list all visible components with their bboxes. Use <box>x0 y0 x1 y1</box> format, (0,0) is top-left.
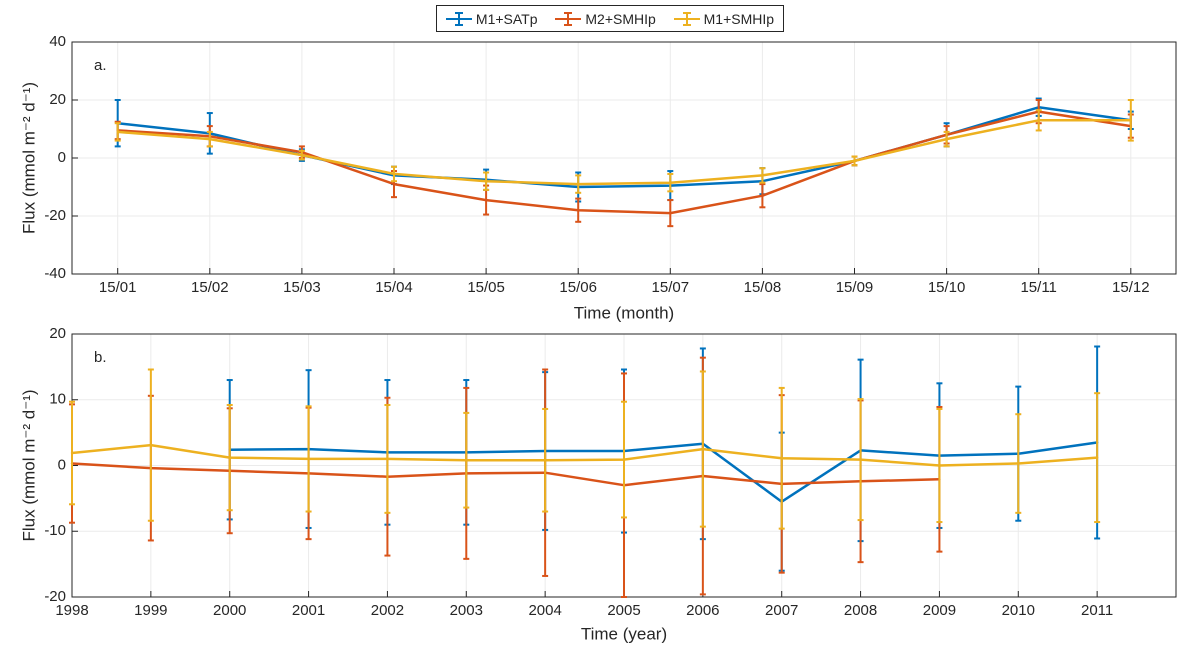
data-point <box>70 451 74 455</box>
y-axis-label: Flux (mmol m⁻² d⁻¹) <box>19 389 38 541</box>
data-point <box>149 443 153 447</box>
x-tick-label: 1998 <box>55 602 88 619</box>
legend-swatch-m1-satp <box>445 11 472 27</box>
x-tick-label: 2009 <box>923 602 956 619</box>
data-point <box>1037 119 1040 122</box>
legend-swatch-m1-smhip <box>673 11 700 27</box>
x-tick-label: 15/08 <box>744 279 782 296</box>
x-tick-label: 2003 <box>450 602 483 619</box>
data-point <box>543 459 547 462</box>
legend: M1+SATp M2+SMHIp M1+SMHIp <box>436 5 784 32</box>
x-tick-label: 2007 <box>765 602 798 619</box>
y-tick-label: -20 <box>44 207 66 224</box>
series-m1-smhip <box>69 368 1101 530</box>
data-point <box>577 182 580 186</box>
legend-label: M1+SATp <box>475 10 538 27</box>
y-axis-label: Flux (mmol m⁻² d⁻¹) <box>19 82 38 234</box>
data-point <box>761 194 764 197</box>
data-point <box>945 137 948 141</box>
y-tick-label: 40 <box>49 33 66 50</box>
series-m2-smhip <box>69 356 943 598</box>
x-tick-label: 15/12 <box>1112 279 1150 296</box>
data-point <box>853 159 856 163</box>
panel-label: b. <box>94 349 107 366</box>
series-line <box>71 443 1098 467</box>
x-tick-label: 15/05 <box>467 279 505 296</box>
data-point <box>1017 462 1020 465</box>
x-tick-label: 1999 <box>134 602 167 619</box>
series-m1-smhip <box>114 99 1134 194</box>
data-point <box>669 181 672 184</box>
x-tick-label: 2005 <box>607 602 640 619</box>
data-point <box>116 130 119 134</box>
data-point <box>1129 119 1133 122</box>
data-point <box>392 172 396 176</box>
panel-a: -40 -20 0 20 40 15/01 15/02 15/03 15/04 15/05 15/0… <box>19 33 1177 322</box>
x-tick-label: 15/06 <box>559 279 597 296</box>
data-point <box>701 447 705 451</box>
y-tick-label: -40 <box>44 265 66 282</box>
legend-label: M1+SMHIp <box>703 10 775 27</box>
x-tick-label: 15/07 <box>652 279 690 296</box>
data-point <box>392 182 396 186</box>
x-tick-label: 15/01 <box>99 279 137 296</box>
panel-b: -20 -10 0 10 20 1998 1999 2000 2001 2002 2003 2004 2… <box>19 325 1177 643</box>
x-tick-label: 15/04 <box>375 279 413 296</box>
data-point <box>938 464 941 467</box>
data-point <box>386 457 389 461</box>
series-line <box>117 119 1131 186</box>
y-tick-label: -20 <box>44 588 66 605</box>
x-tick-label: 2006 <box>686 602 719 619</box>
y-tick-label: 20 <box>49 325 66 342</box>
x-tick-label: 15/03 <box>283 279 321 296</box>
data-point <box>208 137 211 141</box>
series-line <box>117 110 1131 215</box>
data-point <box>465 459 468 462</box>
x-tick-label: 15/09 <box>836 279 874 296</box>
data-point <box>761 174 764 177</box>
series-line <box>229 441 1098 503</box>
x-tick-label: 15/02 <box>191 279 229 296</box>
data-point <box>1095 456 1099 459</box>
x-axis-label: Time (month) <box>574 303 674 322</box>
legend-item-m2-smhip: M2+SMHIp <box>555 10 656 27</box>
legend-swatch-m2-smhip <box>555 11 582 27</box>
data-point <box>484 198 488 202</box>
x-tick-label: 15/11 <box>1020 279 1056 296</box>
legend-label: M2+SMHIp <box>585 10 656 27</box>
data-point <box>669 211 672 215</box>
data-point <box>780 457 783 460</box>
x-axis-label: Time (year) <box>581 624 667 643</box>
data-point <box>300 153 304 157</box>
legend-item-m1-smhip: M1+SMHIp <box>673 10 775 27</box>
data-point <box>622 458 626 461</box>
data-point <box>577 209 580 212</box>
series-m2-smhip <box>114 99 1134 228</box>
data-point <box>859 458 862 461</box>
x-tick-label: 2000 <box>213 602 246 619</box>
y-tick-label: -10 <box>44 522 66 539</box>
data-point <box>228 456 231 459</box>
data-point <box>484 180 488 183</box>
x-tick-label: 2002 <box>371 602 404 619</box>
y-tick-label: 0 <box>58 149 66 166</box>
y-tick-label: 20 <box>49 91 66 108</box>
legend-item-m1-satp: M1+SATp <box>445 10 538 27</box>
x-tick-label: 2001 <box>292 602 325 619</box>
data-point <box>307 457 310 461</box>
x-tick-label: 2011 <box>1081 602 1113 619</box>
x-tick-label: 15/10 <box>928 279 966 296</box>
y-tick-label: 10 <box>49 391 66 408</box>
series-line <box>71 462 940 487</box>
x-tick-label: 2004 <box>528 602 561 619</box>
x-tick-label: 2008 <box>844 602 877 619</box>
y-tick-label: 0 <box>58 456 66 473</box>
panel-label: a. <box>94 57 107 74</box>
x-tick-label: 2010 <box>1002 602 1035 619</box>
